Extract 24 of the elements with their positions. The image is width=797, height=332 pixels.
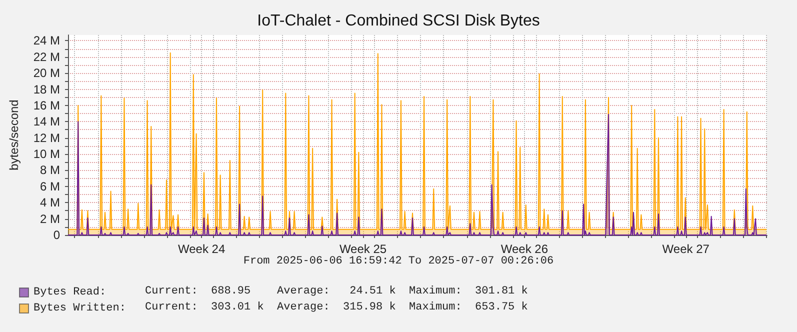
x-tick-label: Week 25	[339, 242, 387, 256]
y-tick-label: 6 M	[40, 179, 60, 194]
y-tick-label: 4 M	[40, 196, 60, 210]
y-tick-label: 24 M	[33, 34, 60, 48]
text: Current: 303.01 k Average: 315.98 k Maximum: 653.75 k	[145, 302, 528, 314]
legend-label: Bytes Written:	[34, 302, 126, 314]
y-tick-label: 14 M	[33, 114, 60, 129]
legend-label: Bytes Read:	[34, 286, 106, 298]
text: Current: 688.95 Average: 24.51 k Maximum: 301.81 k	[145, 286, 528, 298]
chart-title: IoT-Chalet - Combined SCSI Disk Bytes	[257, 12, 540, 30]
y-tick-label: 16 M	[33, 98, 60, 112]
y-tick-label: 0	[53, 228, 60, 242]
y-tick-label: 12 M	[33, 130, 60, 145]
y-tick-label: 8 M	[40, 163, 60, 178]
y-tick-label: 22 M	[33, 50, 60, 64]
text: From 2025-06-06 16:59:42 To 2025-07-07 00:26:06	[243, 256, 554, 268]
y-tick-label: 2 M	[40, 212, 60, 226]
y-tick-label: 10 M	[33, 147, 60, 162]
x-tick-label: Week 24	[178, 242, 226, 256]
x-tick-label: Week 27	[662, 242, 710, 256]
x-tick-label: Week 26	[500, 242, 548, 256]
y-axis-title: bytes/second	[7, 100, 21, 170]
y-tick-label: 20 M	[33, 66, 60, 80]
y-tick-label: 18 M	[33, 82, 60, 96]
